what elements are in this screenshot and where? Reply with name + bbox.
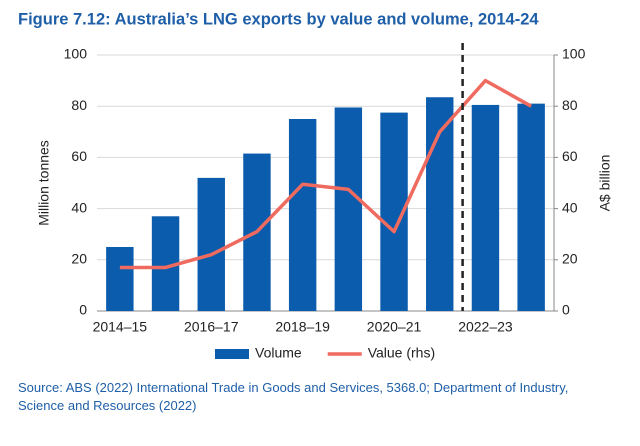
line <box>119 78 533 270</box>
y-tick-label: 0 <box>79 302 87 318</box>
x-tick-label: 2018–19 <box>275 319 330 335</box>
y2-tick-label: 100 <box>562 46 586 62</box>
y-tick-label: 100 <box>64 46 88 62</box>
y-tick-label: 40 <box>71 199 87 215</box>
bar <box>471 104 500 311</box>
x-tick-label: 2022–23 <box>458 319 513 335</box>
bar <box>106 247 134 311</box>
y-tick-label: 20 <box>71 251 87 267</box>
y2-tick-label: 20 <box>562 251 578 267</box>
source-note: Source: ABS (2022) International Trade i… <box>18 380 569 413</box>
y2-tick-label: 60 <box>562 148 578 164</box>
bar <box>334 107 363 311</box>
legend-label: Value (rhs) <box>368 345 435 361</box>
y2-tick-label: 40 <box>562 199 578 215</box>
legend-label: Volume <box>255 345 302 361</box>
y2-tick-label: 0 <box>562 302 570 318</box>
x-tick-label: 2020–21 <box>367 319 422 335</box>
legend-swatch <box>215 349 249 359</box>
bar <box>517 103 545 311</box>
chart-title: Figure 7.12: Australia’s LNG exports by … <box>18 10 539 28</box>
y-tick-label: 80 <box>71 97 87 113</box>
x-tick-label: 2016–17 <box>184 319 239 335</box>
y2-axis-label: A$ billion <box>597 155 613 212</box>
chart: Figure 7.12: Australia’s LNG exports by … <box>18 10 613 361</box>
x-tick-label: 2014–15 <box>93 319 148 335</box>
bar <box>288 119 317 311</box>
bar <box>197 177 225 311</box>
y-axis-label: Million tonnes <box>36 140 52 226</box>
y-tick-label: 60 <box>71 148 87 164</box>
y2-tick-label: 80 <box>562 97 578 113</box>
